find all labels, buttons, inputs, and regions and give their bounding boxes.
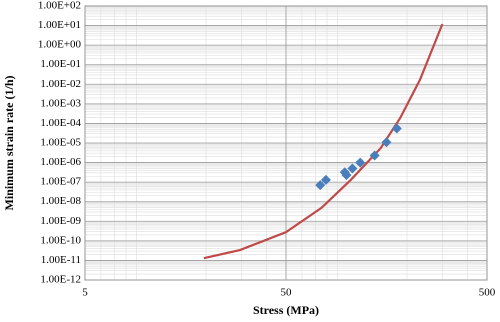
y-tick-label: 1.00E-06 bbox=[40, 156, 81, 168]
data-point bbox=[320, 174, 331, 185]
y-tick-label: 1.00E-10 bbox=[40, 234, 81, 246]
y-tick-label: 1.00E-01 bbox=[40, 58, 81, 70]
y-tick-label: 1.00E-08 bbox=[40, 195, 81, 207]
x-axis-title: Stress (MPa) bbox=[253, 303, 319, 317]
y-tick-label: 1.00E-07 bbox=[40, 176, 81, 188]
y-tick-label: 1.00E+00 bbox=[38, 39, 82, 51]
data-point bbox=[341, 170, 352, 181]
y-tick-label: 1.00E-12 bbox=[40, 274, 81, 286]
y-tick-label: 1.00E-02 bbox=[40, 78, 81, 90]
y-tick-label: 1.00E-11 bbox=[41, 254, 81, 266]
y-tick-label: 1.00E-09 bbox=[40, 215, 81, 227]
data-point bbox=[347, 163, 358, 174]
y-tick-label: 1.00E-03 bbox=[40, 97, 81, 109]
data-point bbox=[391, 123, 402, 134]
y-tick-label: 1.00E-04 bbox=[40, 117, 81, 129]
data-point bbox=[315, 180, 326, 191]
data-point bbox=[355, 157, 366, 168]
x-tick-label: 50 bbox=[281, 287, 293, 299]
y-tick-label: 1.00E-05 bbox=[40, 137, 81, 149]
x-tick-label: 500 bbox=[479, 287, 496, 299]
data-line bbox=[203, 23, 444, 260]
y-tick-label: 1.00E+01 bbox=[38, 19, 81, 31]
data-point bbox=[381, 137, 392, 148]
y-axis-title: Minimum strain rate (1/h) bbox=[2, 76, 16, 211]
y-tick-label: 1.00E+02 bbox=[38, 0, 81, 12]
data-point bbox=[369, 150, 380, 161]
x-tick-label: 5 bbox=[82, 287, 88, 299]
